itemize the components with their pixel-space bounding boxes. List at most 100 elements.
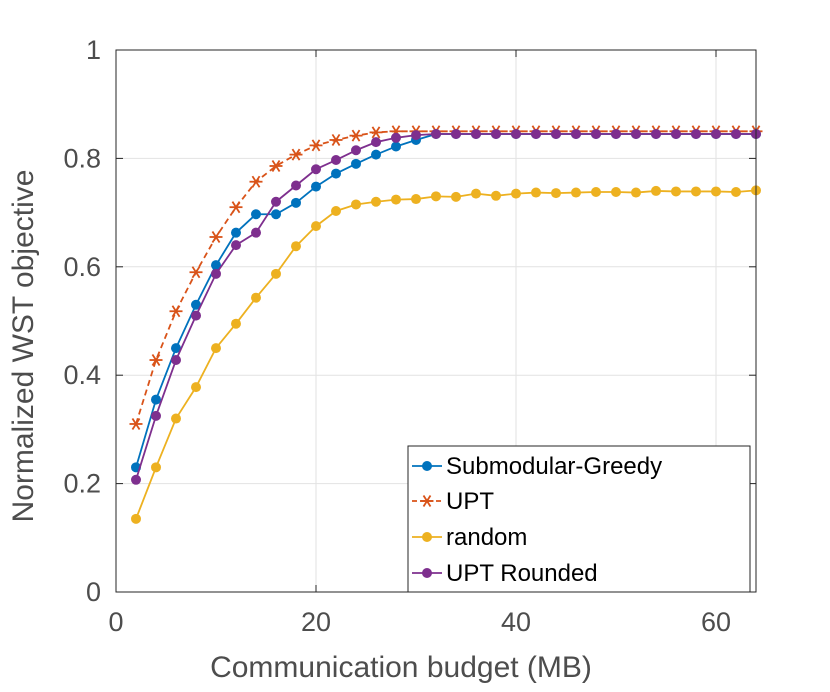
point-random-10 — [331, 205, 341, 216]
point-random-20 — [531, 187, 541, 198]
x-tick-label-1: 20 — [301, 607, 331, 637]
point-upt-2 — [169, 305, 183, 318]
point-submodular-greedy-7 — [271, 209, 281, 220]
point-submodular-greedy-3 — [191, 299, 201, 310]
point-upt-rounded-12 — [371, 137, 381, 148]
point-upt-rounded-11 — [351, 145, 361, 156]
point-random-17 — [471, 188, 481, 199]
legend-marker-submodular-greedy — [422, 461, 432, 471]
point-random-26 — [651, 185, 661, 196]
point-random-4 — [211, 343, 221, 354]
point-upt-rounded-7 — [271, 196, 281, 207]
point-upt-rounded-28 — [691, 129, 701, 140]
point-random-23 — [591, 187, 601, 198]
point-upt-rounded-0 — [131, 474, 141, 485]
point-random-5 — [231, 318, 241, 329]
point-submodular-greedy-2 — [171, 343, 181, 354]
point-random-30 — [731, 187, 741, 198]
point-upt-rounded-13 — [391, 132, 401, 143]
point-random-13 — [391, 194, 401, 205]
legend-entry-submodular-greedy: Submodular-Greedy — [412, 453, 662, 480]
point-upt-rounded-29 — [711, 129, 721, 140]
point-submodular-greedy-8 — [291, 197, 301, 208]
point-upt-rounded-18 — [491, 129, 501, 140]
point-upt-11 — [349, 129, 363, 142]
point-upt-rounded-23 — [591, 129, 601, 140]
point-random-21 — [551, 188, 561, 199]
point-random-11 — [351, 199, 361, 210]
point-upt-0 — [129, 417, 143, 430]
point-random-6 — [251, 292, 261, 303]
point-upt-12 — [369, 126, 383, 139]
point-random-2 — [171, 413, 181, 424]
point-random-9 — [311, 221, 321, 232]
point-submodular-greedy-10 — [331, 168, 341, 179]
point-upt-rounded-6 — [251, 227, 261, 238]
point-upt-5 — [229, 201, 243, 214]
y-tick-label-3: 0.6 — [63, 252, 101, 282]
point-upt-rounded-4 — [211, 268, 221, 279]
point-upt-rounded-25 — [631, 129, 641, 140]
x-tick-label-0: 0 — [108, 607, 123, 637]
point-submodular-greedy-1 — [151, 394, 161, 405]
point-upt-rounded-2 — [171, 355, 181, 366]
y-tick-label-5: 1 — [86, 35, 101, 65]
point-random-24 — [611, 187, 621, 198]
y-axis-title: Normalized WST objective — [7, 170, 40, 523]
series-layer — [129, 125, 763, 524]
x-axis-title: Communication budget (MB) — [210, 651, 592, 684]
point-upt-rounded-27 — [671, 129, 681, 140]
y-tick-label-4: 0.8 — [63, 143, 101, 173]
point-random-8 — [291, 241, 301, 252]
legend-label-submodular-greedy: Submodular-Greedy — [446, 453, 662, 480]
point-random-14 — [411, 194, 421, 205]
legend-box — [407, 445, 751, 593]
point-upt-rounded-10 — [331, 155, 341, 166]
point-upt-rounded-17 — [471, 129, 481, 140]
point-upt-rounded-16 — [451, 129, 461, 140]
series-random — [131, 185, 761, 524]
point-upt-rounded-14 — [411, 130, 421, 141]
point-random-18 — [491, 190, 501, 201]
point-upt-rounded-20 — [531, 129, 541, 140]
legend-label-upt-rounded: UPT Rounded — [446, 560, 598, 587]
point-random-15 — [431, 191, 441, 202]
point-upt-1 — [149, 354, 163, 367]
point-upt-rounded-1 — [151, 410, 161, 421]
point-submodular-greedy-5 — [231, 227, 241, 238]
point-random-25 — [631, 187, 641, 198]
axis-ticks: 0 20 40 60 0 0.2 0.4 0.6 0.8 1 — [63, 35, 756, 637]
point-upt-3 — [189, 266, 203, 279]
y-tick-label-1: 0.2 — [63, 469, 101, 499]
point-upt-7 — [269, 159, 283, 173]
legend-marker-random — [422, 532, 432, 542]
legend-entry-upt-rounded: UPT Rounded — [412, 560, 598, 587]
point-upt-rounded-15 — [431, 129, 441, 140]
point-upt-rounded-24 — [611, 129, 621, 140]
y-tick-label-0: 0 — [86, 577, 101, 607]
point-submodular-greedy-4 — [211, 260, 221, 271]
point-random-16 — [451, 191, 461, 202]
point-upt-10 — [329, 133, 343, 146]
point-upt-9 — [309, 139, 323, 152]
point-random-3 — [191, 382, 201, 393]
point-upt-rounded-21 — [551, 129, 561, 140]
point-upt-4 — [209, 230, 223, 244]
y-tick-label-2: 0.4 — [63, 360, 101, 390]
point-upt-rounded-19 — [511, 129, 521, 140]
point-random-28 — [691, 186, 701, 197]
point-submodular-greedy-11 — [351, 158, 361, 169]
point-random-7 — [271, 268, 281, 279]
point-random-0 — [131, 513, 141, 524]
point-upt-rounded-30 — [731, 129, 741, 140]
legend: Submodular-Greedy UPT random UPT Rounded — [407, 445, 751, 593]
point-random-29 — [711, 186, 721, 197]
x-tick-label-3: 60 — [701, 607, 731, 637]
x-tick-label-2: 40 — [501, 607, 531, 637]
point-upt-rounded-5 — [231, 240, 241, 251]
legend-marker-upt — [420, 495, 434, 507]
point-random-27 — [671, 186, 681, 197]
legend-entry-random: random — [412, 524, 527, 551]
point-submodular-greedy-13 — [391, 141, 401, 152]
